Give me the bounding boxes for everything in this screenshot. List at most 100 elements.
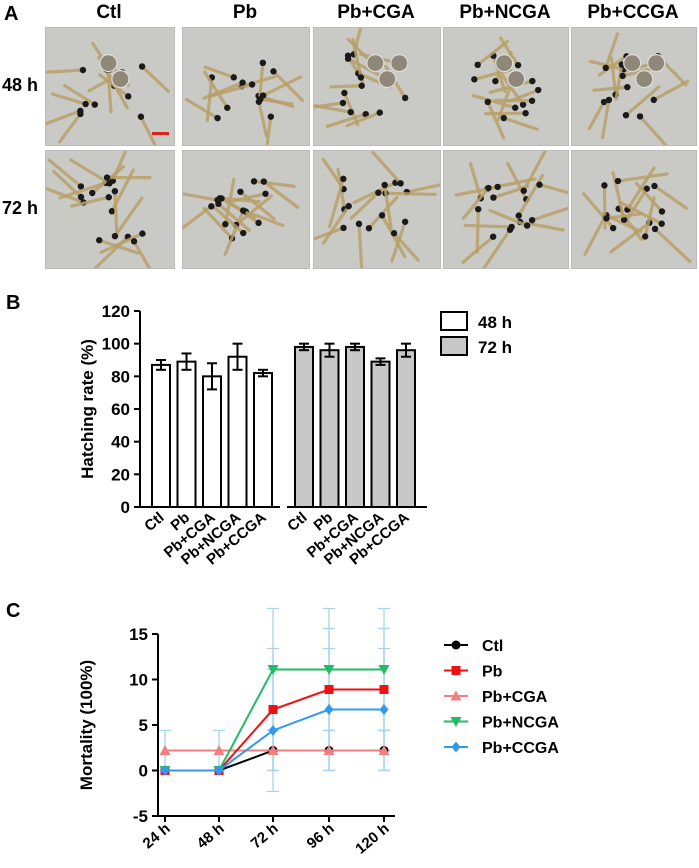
y-tick-label: 0 — [139, 762, 148, 781]
scale-bar — [152, 132, 169, 135]
larva — [98, 73, 130, 98]
larva-eye — [214, 114, 221, 122]
larva-eye — [96, 237, 103, 244]
y-tick-label: 100 — [102, 335, 130, 354]
larva — [604, 32, 619, 70]
larvae-photo — [571, 27, 697, 146]
y-axis-label: Mortality (100%) — [77, 660, 96, 790]
larva — [183, 204, 213, 230]
larva — [624, 85, 661, 117]
larva — [502, 116, 539, 131]
larva — [522, 151, 548, 193]
larva-eye — [248, 81, 256, 88]
larva — [582, 192, 615, 230]
embryo-egg — [111, 69, 130, 89]
larva-eye — [344, 55, 352, 62]
larva — [106, 67, 113, 114]
larva-eye — [512, 104, 519, 111]
larva-eye — [267, 113, 275, 120]
larva-eye — [500, 114, 507, 122]
larva-eye — [105, 194, 112, 201]
larva — [352, 181, 398, 205]
larva-eye — [622, 111, 630, 119]
larva-eye — [77, 183, 85, 190]
y-tick-label: 10 — [129, 671, 148, 690]
larva-eye — [600, 98, 608, 106]
larva — [600, 98, 611, 140]
panel-a-letter: A — [4, 3, 19, 25]
data-point — [323, 664, 335, 675]
larva — [216, 202, 251, 232]
larva-eye — [658, 208, 666, 215]
larva-eye — [357, 74, 365, 81]
larva-eye — [77, 110, 84, 118]
larva-eye — [519, 101, 527, 108]
larva — [653, 227, 692, 264]
larva-eye — [111, 232, 119, 240]
series-line — [165, 708, 384, 772]
bar — [253, 372, 273, 508]
legend-label: Pb+CGA — [482, 689, 548, 706]
larva — [471, 93, 517, 110]
bar — [202, 375, 222, 509]
larvae-photo — [182, 150, 310, 269]
larva-eye — [523, 222, 531, 229]
embryo-egg — [390, 53, 409, 73]
larva-eye — [237, 188, 244, 195]
embryo-egg — [623, 53, 642, 73]
larva — [468, 161, 483, 200]
larva — [111, 151, 128, 183]
bar — [151, 363, 171, 509]
larva — [357, 222, 364, 268]
larva — [140, 64, 170, 94]
larva-eye — [494, 183, 501, 191]
column-header: Pb+NCGA — [459, 2, 551, 23]
larva — [476, 39, 510, 67]
larva-eye — [381, 181, 388, 189]
larva — [463, 223, 514, 229]
larva — [351, 37, 363, 80]
larva-eye — [82, 100, 89, 108]
larva-eye — [130, 238, 138, 245]
larva-eye — [506, 226, 514, 233]
embryo-egg — [507, 69, 526, 89]
larva-eye — [111, 187, 119, 195]
panel-b-letter: B — [6, 292, 21, 314]
larva — [461, 235, 495, 264]
data-point — [160, 765, 170, 776]
column-header: Pb — [232, 2, 258, 23]
larva-eye — [636, 113, 644, 120]
bar — [370, 360, 391, 508]
larva-eye — [250, 178, 258, 185]
bar — [345, 345, 365, 508]
larva-eye — [401, 94, 409, 102]
embryo-egg — [378, 69, 397, 89]
larva — [537, 183, 568, 195]
larva — [113, 189, 119, 237]
larva-eye — [230, 74, 237, 81]
larva-eye — [255, 219, 262, 227]
larva — [602, 183, 607, 230]
larva — [638, 114, 668, 145]
x-tick-label: 72 h — [248, 820, 282, 852]
larva-eye — [240, 229, 247, 237]
larva-eye — [240, 207, 247, 214]
larva-eye — [624, 83, 631, 91]
larva-eye — [643, 185, 650, 192]
larva — [223, 208, 245, 257]
larva-eye — [536, 181, 543, 188]
larva — [475, 207, 480, 254]
larva-eye — [520, 187, 527, 194]
larva — [325, 112, 368, 128]
larva — [314, 101, 345, 109]
larva-eye — [341, 89, 348, 97]
larva-eye — [340, 175, 347, 183]
larva-eye — [339, 99, 347, 107]
larva-eye — [262, 190, 269, 197]
column-header: Pb+CGA — [337, 2, 415, 23]
legend-label: Pb+CCGA — [482, 740, 559, 757]
larva — [592, 85, 629, 92]
larva-eye — [139, 230, 146, 237]
